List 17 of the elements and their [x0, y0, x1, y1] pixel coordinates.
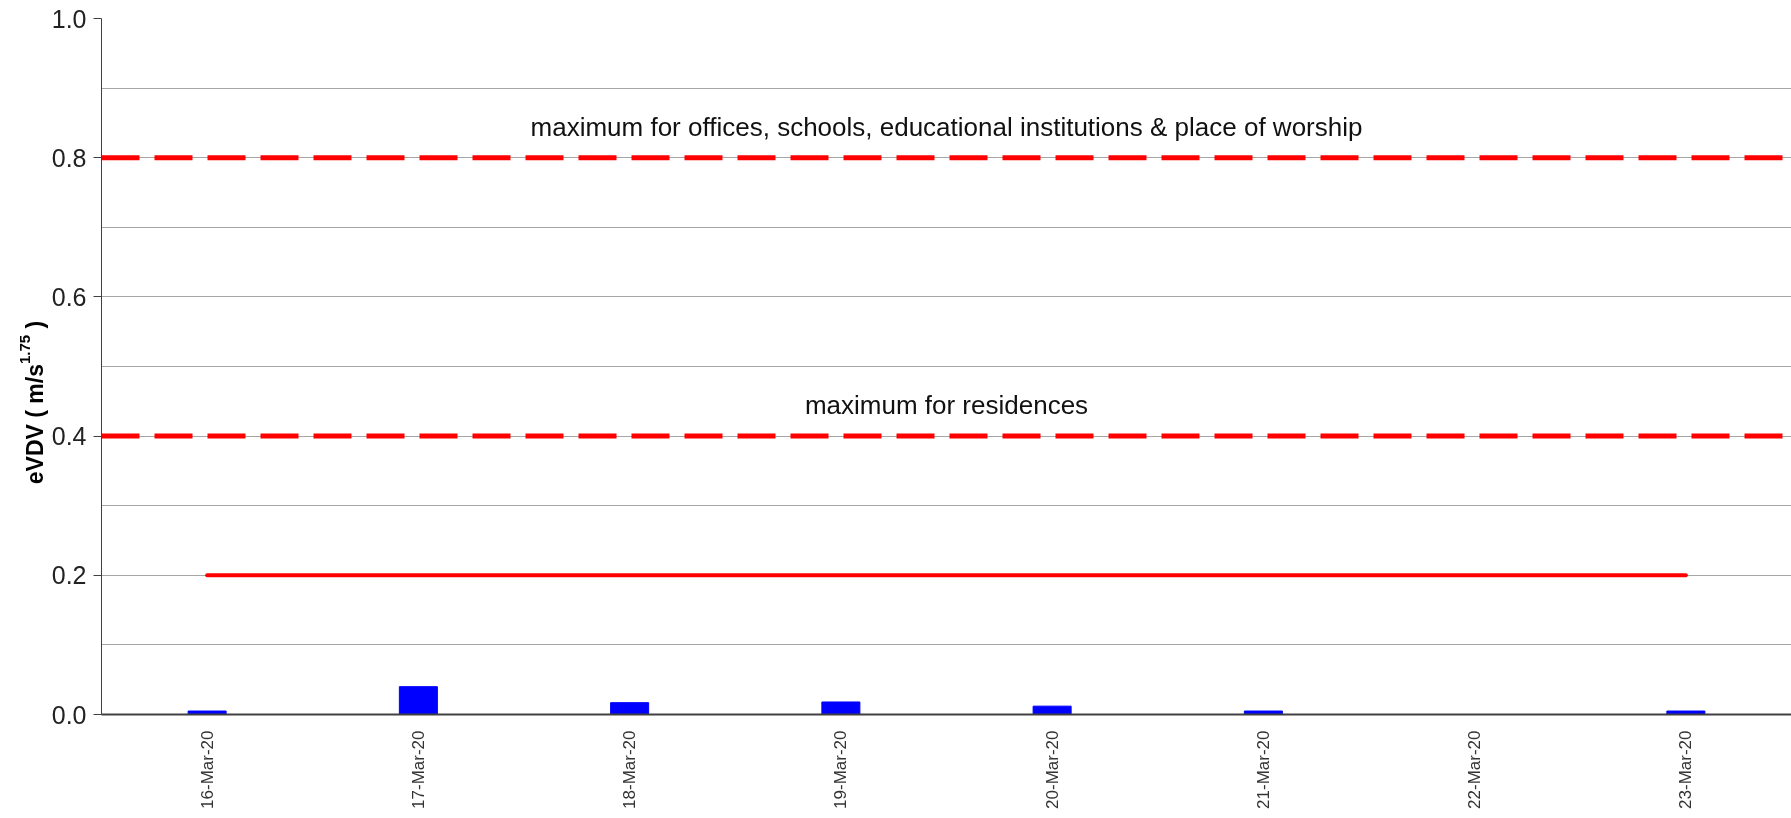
- x-tick-label: 17-Mar-20: [408, 730, 428, 809]
- ref-line-label: maximum for offices, schools, educational institutions & place of worship: [530, 111, 1363, 142]
- y-axis-title: eVDV ( m/s1.75 ): [15, 320, 48, 485]
- ref-line-label: maximum for residences: [804, 390, 1089, 421]
- x-tick-label: 21-Mar-20: [1253, 730, 1273, 809]
- y-tick-label: 0.0: [51, 700, 87, 729]
- x-tick-label: 20-Mar-20: [1042, 730, 1062, 809]
- x-tick-label: 19-Mar-20: [831, 730, 851, 809]
- y-tick-label: 0.8: [51, 143, 87, 172]
- y-tick-label: 0.6: [51, 282, 87, 311]
- x-tick-label: 16-Mar-20: [197, 730, 217, 809]
- x-tick-label: 18-Mar-20: [620, 730, 640, 809]
- y-tick-label: 0.2: [51, 561, 87, 590]
- y-tick-label: 1.0: [51, 4, 87, 33]
- y-tick-label: 0.4: [51, 422, 87, 451]
- x-tick-label: 23-Mar-20: [1676, 730, 1696, 809]
- x-tick-label: 22-Mar-20: [1465, 730, 1485, 809]
